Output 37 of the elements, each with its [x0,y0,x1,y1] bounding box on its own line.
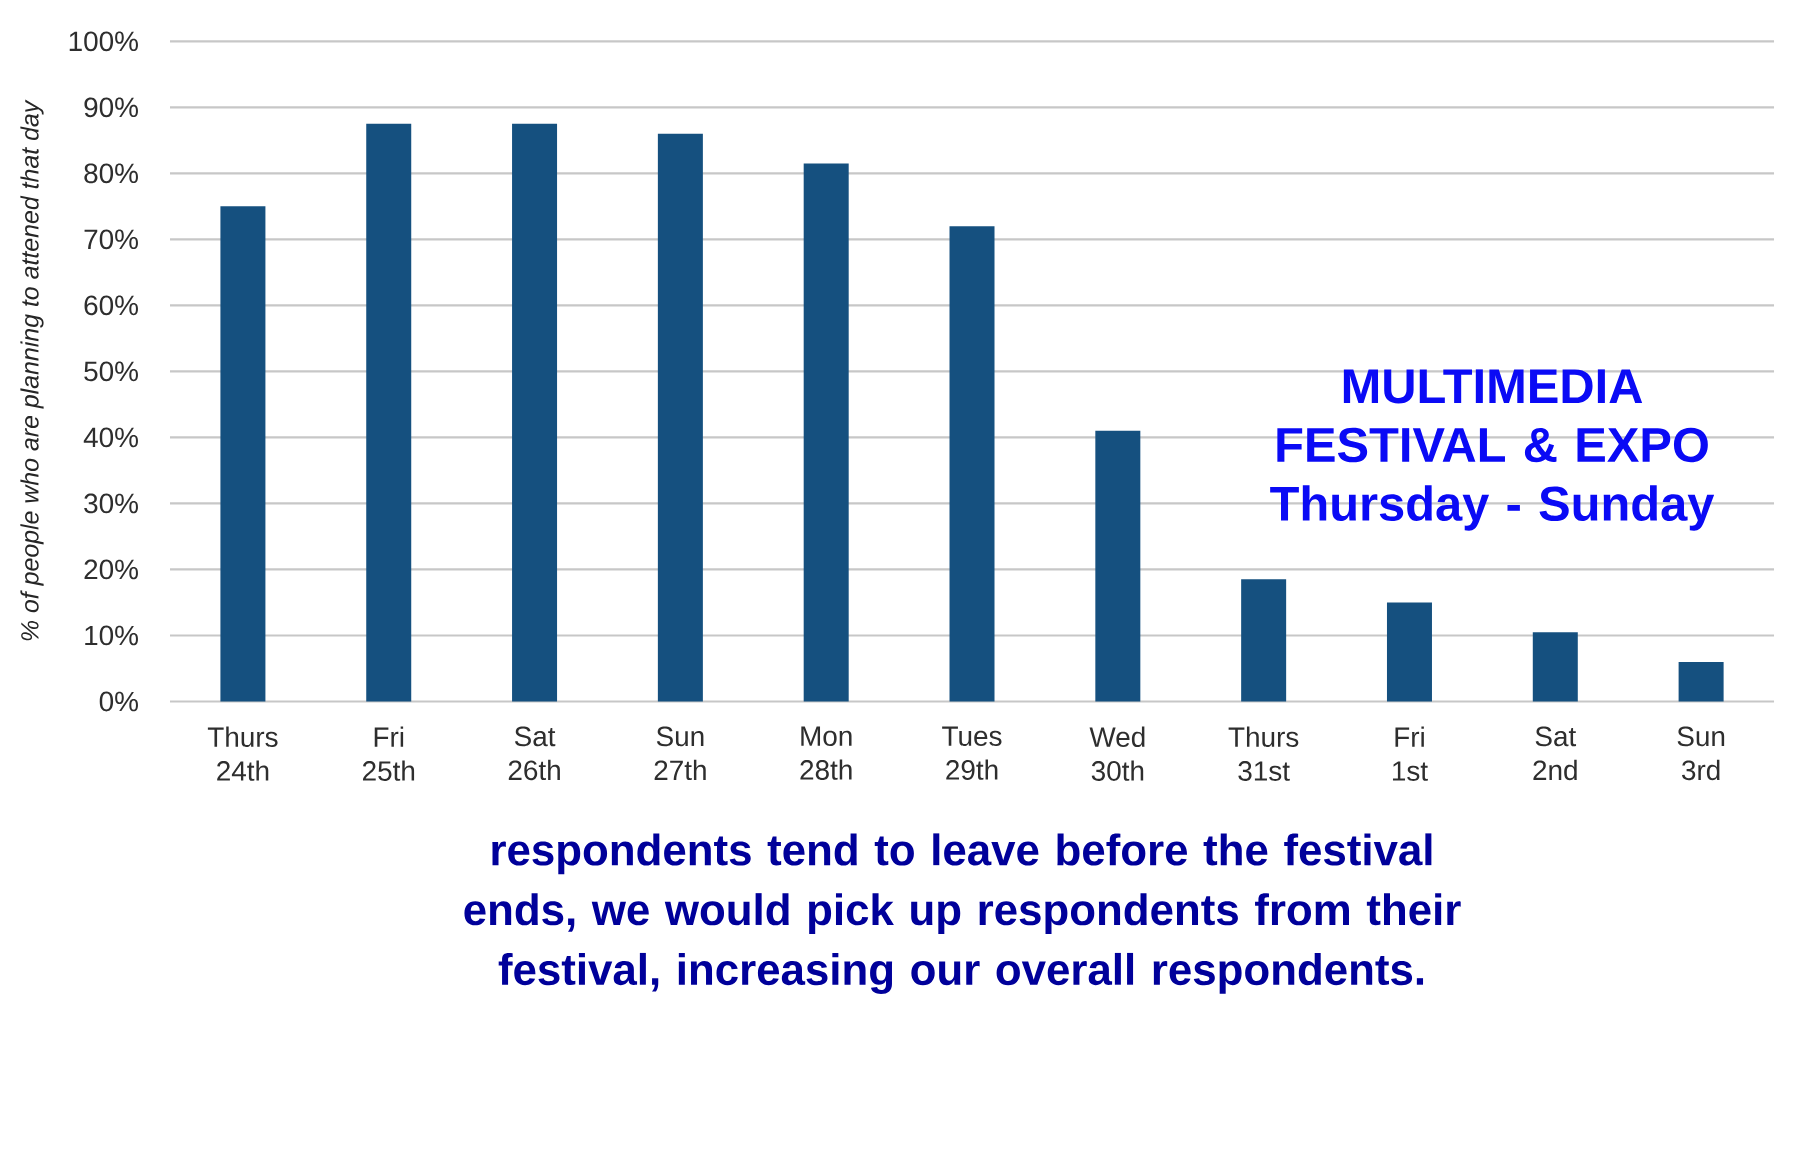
x-tick-label: Mon 28th [800,726,852,780]
y-tick-label: 80% [84,163,138,184]
y-axis-title: % of people who are planning to attened that day [20,99,44,641]
x-tick-label: Thurs 24th [207,726,278,781]
bar [366,123,412,702]
x-tick-label: Thurs 31st [1228,726,1299,781]
bar [1678,661,1724,702]
y-tick-label: 50% [84,361,138,382]
y-tick-label: 0% [99,691,138,712]
y-tick-label: 100% [69,31,138,52]
annotation: Thursday - Sunday [1270,485,1715,531]
bar [803,163,849,702]
x-tick-label: Wed 30th [1089,726,1145,781]
y-tick-label: 90% [84,97,138,118]
bar [1532,632,1578,702]
y-tick-label: 60% [84,295,138,316]
annotation: MULTIMEDIA FESTIVAL & EXPO [1277,369,1708,463]
bar [657,133,703,702]
bar [1241,579,1287,702]
x-tick-label: Fri 25th [362,726,415,781]
bar [512,123,558,702]
y-tick-label: 10% [85,625,138,646]
x-tick-label: Tues 29th [942,726,1002,780]
x-tick-label: Sat 2nd [1533,726,1577,781]
y-tick-label: 70% [84,229,138,250]
bar [949,226,995,702]
x-tick-label: Sun 3rd [1677,726,1725,781]
y-tick-label: 30% [84,493,138,514]
bar [220,206,266,702]
x-tick-label: Fri 1st [1392,726,1428,781]
text: respondents tend to leave before the festival ends, we would pick up respondents from their festival, increasing our overall respondents. [464,833,1461,994]
y-tick-label: 40% [83,427,138,448]
bar [1095,430,1141,702]
y-tick-label: 20% [84,559,138,580]
x-tick-label: Sat 26th [508,726,560,781]
x-tick-label: Sun 27th [654,726,706,781]
bar [1386,602,1432,702]
